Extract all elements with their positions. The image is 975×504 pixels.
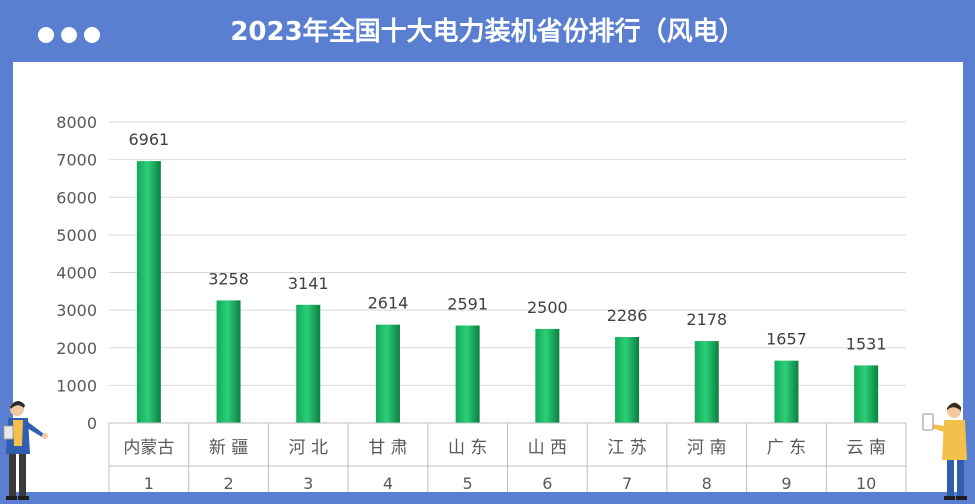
window-dot-3 [84, 27, 100, 43]
bar [216, 300, 241, 423]
bar [694, 341, 719, 423]
data-label: 2614 [368, 294, 409, 313]
data-label: 2178 [686, 310, 727, 329]
x-rank-label: 8 [702, 474, 712, 492]
x-rank-label: 7 [622, 474, 632, 492]
x-tick-label: 甘 肃 [368, 438, 407, 458]
bar [615, 336, 640, 423]
window-dot-2 [61, 27, 77, 43]
bar [854, 365, 879, 423]
x-tick-label: 云 南 [846, 438, 885, 458]
bar [455, 325, 480, 423]
data-labels: 6961 3258 3141 2614 2591 2500 2286 2178 1657 1531 [128, 130, 886, 353]
y-tick-label: 2000 [56, 339, 97, 358]
data-label: 3141 [288, 274, 329, 293]
x-rank-label: 10 [856, 474, 876, 492]
data-label: 1657 [766, 330, 807, 349]
data-label: 1531 [846, 334, 887, 353]
person-left-illustration [3, 400, 48, 500]
data-label: 2591 [447, 295, 488, 314]
y-tick-label: 8000 [56, 113, 97, 132]
x-axis-table: 内蒙古 1 新 疆 2 河 北 3 甘 肃 4 山 东 5 山 西 6 江 苏 7 河 南 8 广 东 9 云 南 1… [108, 422, 907, 492]
bar [375, 324, 400, 423]
x-rank-label: 9 [781, 474, 791, 492]
person-right-illustration [922, 402, 967, 500]
bars [136, 161, 879, 423]
x-rank-label: 2 [223, 474, 233, 492]
header-bar: 2023年全国十大电力装机省份排行（风电） [0, 0, 975, 60]
x-rank-label: 1 [144, 474, 154, 492]
x-rank-label: 3 [303, 474, 313, 492]
x-tick-label: 山 东 [448, 438, 487, 458]
y-tick-label: 0 [87, 414, 97, 433]
bar [296, 304, 321, 423]
x-tick-label: 广 东 [767, 438, 806, 458]
y-tick-label: 1000 [56, 376, 97, 395]
data-label: 2286 [607, 306, 648, 325]
x-tick-label: 山 西 [528, 438, 567, 458]
data-label: 2500 [527, 298, 568, 317]
y-tick-label: 4000 [56, 264, 97, 283]
chart-title: 2023年全国十大电力装机省份排行（风电） [230, 17, 745, 47]
x-tick-label: 内蒙古 [123, 438, 174, 458]
x-tick-label: 河 北 [289, 438, 328, 458]
bar [535, 328, 560, 423]
y-tick-label: 6000 [56, 188, 97, 207]
x-tick-label: 江 苏 [607, 438, 646, 458]
window-dot-1 [38, 27, 54, 43]
bar [774, 360, 799, 423]
x-tick-label: 新 疆 [209, 438, 248, 458]
y-tick-label: 7000 [56, 151, 97, 170]
grid-lines [109, 121, 906, 386]
data-label: 6961 [128, 130, 169, 149]
y-tick-label: 5000 [56, 226, 97, 245]
y-tick-label: 3000 [56, 301, 97, 320]
x-tick-label: 河 南 [687, 438, 726, 458]
x-rank-label: 4 [383, 474, 393, 492]
x-rank-label: 6 [542, 474, 552, 492]
chart-panel: 0 1000 2000 3000 4000 5000 6000 7000 8000 6961 32… [13, 62, 963, 492]
y-axis-tick-labels: 0 1000 2000 3000 4000 5000 6000 7000 8000 [56, 113, 97, 433]
x-rank-label: 5 [463, 474, 473, 492]
data-label: 3258 [208, 269, 249, 288]
bar [136, 161, 161, 423]
